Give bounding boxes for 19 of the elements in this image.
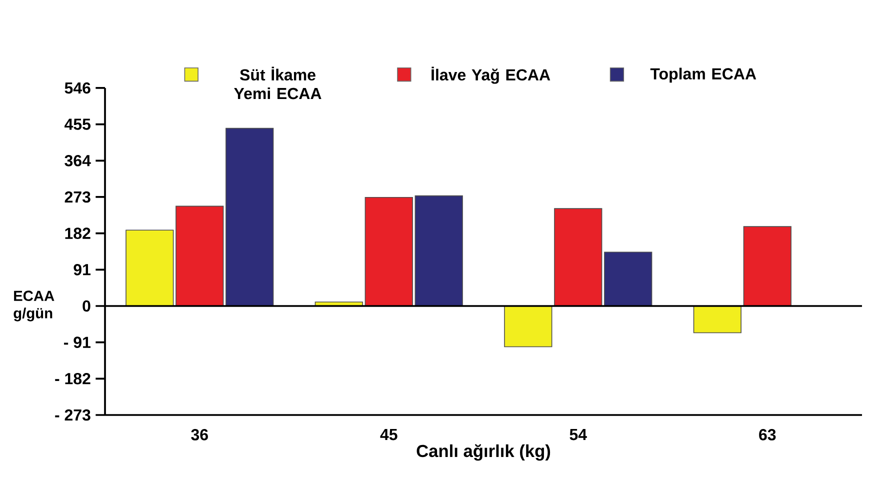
x-tick-label: 45 (380, 429, 398, 440)
y-tick-label: 0 (82, 300, 90, 312)
x-axis-title: Canlı ağırlık (kg) (416, 444, 550, 461)
x-tick-label: 54 (570, 429, 587, 440)
y-tick-label: - 182 (55, 373, 90, 384)
y-axis-title: ECAA g/gün (14, 290, 54, 322)
x-tick-label: 63 (759, 429, 776, 440)
legend-label: İlave Yağ ECAA (432, 66, 550, 84)
y-tick-label: - 273 (55, 409, 90, 421)
y-tick-label: 182 (65, 228, 90, 239)
y-tick-label: 546 (64, 82, 90, 94)
y-tick-label: 364 (64, 154, 91, 166)
y-tick-label: 455 (64, 118, 91, 130)
y-tick-label: - 91 (64, 336, 90, 348)
x-tick-label: 36 (191, 429, 208, 440)
legend-label: Süt İkame Yemi ECAA (234, 66, 322, 100)
y-tick-label: 273 (64, 191, 90, 203)
y-tick-label: 91 (74, 264, 91, 276)
legend-label: Toplam ECAA (650, 68, 756, 83)
